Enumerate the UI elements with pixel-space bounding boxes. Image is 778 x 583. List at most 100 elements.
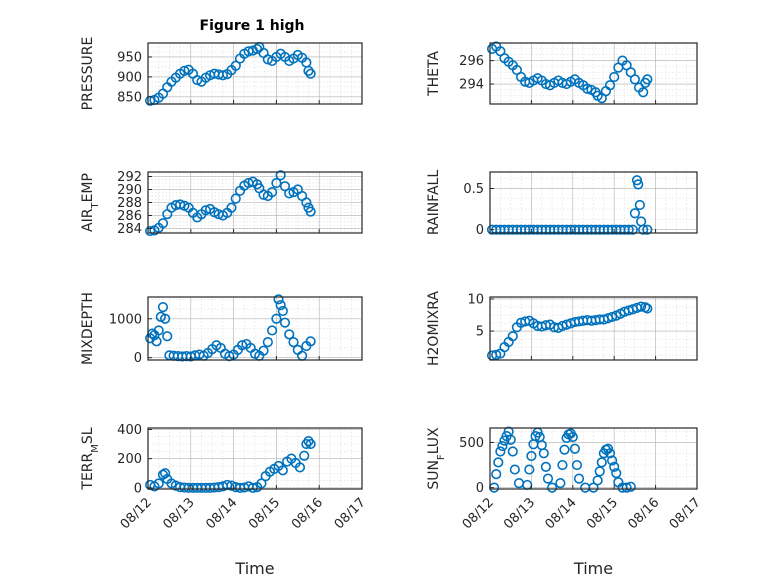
y-tick-label: 292 — [117, 170, 142, 185]
data-point — [153, 325, 164, 336]
x-tick-label: 08/15 — [584, 495, 621, 532]
data-point — [267, 325, 278, 336]
data-point — [607, 455, 618, 466]
data-point — [491, 468, 502, 480]
data-point — [592, 475, 603, 486]
data-point — [633, 179, 644, 190]
data-point — [279, 317, 291, 328]
data-point — [151, 336, 162, 347]
y-tick-label: 0 — [476, 481, 484, 496]
y-tick-label: 0.5 — [463, 182, 484, 197]
data-point — [507, 446, 518, 457]
y-tick-label: 5 — [476, 325, 484, 340]
x-tick-label: 08/15 — [246, 495, 283, 532]
data-point — [582, 83, 593, 94]
data-point — [491, 349, 502, 360]
y-tick-label: 288 — [117, 196, 142, 211]
y-tick-label: 0 — [134, 481, 142, 496]
x-tick-label: 08/17 — [332, 495, 369, 532]
data-point — [301, 197, 312, 208]
panel-sunflux: 0 500 SUNFLUX 08/12 08/13 08/14 08/15 08/16 08/1… — [426, 426, 704, 578]
x-tick-label: 08/17 — [667, 495, 704, 532]
axes-layer: 850 900 950 PRESSURE 294 296 THETA 284286288290… — [80, 37, 704, 578]
data-point — [638, 224, 649, 235]
figure-title: Figure 1 high — [200, 18, 305, 34]
data-point — [160, 313, 171, 324]
y-tick-label: 900 — [117, 70, 142, 85]
data-point — [557, 459, 568, 471]
data-point — [305, 206, 316, 217]
y-tick-label: 10 — [467, 292, 484, 307]
data-point — [305, 438, 316, 450]
data-point — [267, 187, 278, 198]
data-point — [546, 482, 558, 493]
x-tick-label: 08/14 — [203, 495, 240, 532]
data-point — [262, 337, 273, 348]
data-point — [493, 457, 504, 468]
data-point — [642, 224, 653, 235]
data-point — [258, 345, 269, 356]
data-point — [275, 300, 286, 311]
data-point — [247, 482, 258, 493]
y-axis-label: TERRMSL — [80, 427, 101, 490]
data-point — [642, 303, 653, 314]
panel-pressure: 850 900 950 PRESSURE — [80, 37, 363, 110]
y-tick-label: 296 — [459, 54, 484, 69]
data-point — [604, 448, 616, 459]
panel-mixdepth: 0 1000 MIXDEPTH — [80, 292, 363, 366]
data-point — [640, 302, 651, 313]
data-point — [217, 70, 228, 81]
data-point — [497, 440, 508, 452]
data-point — [509, 464, 520, 475]
data-point — [611, 468, 622, 479]
x-tick-label: 08/14 — [543, 495, 580, 532]
data-point — [542, 473, 554, 484]
y-tick-label: 500 — [459, 436, 484, 451]
data-point — [284, 188, 295, 199]
y-axis-label: THETA — [426, 51, 442, 97]
data-point — [629, 208, 641, 219]
data-point — [273, 294, 284, 305]
data-point — [629, 74, 641, 85]
data-point — [604, 80, 616, 91]
data-point — [153, 478, 164, 489]
data-point — [299, 450, 310, 461]
data-point — [305, 336, 316, 347]
data-point — [631, 175, 643, 186]
data-point — [279, 181, 291, 192]
y-tick-label: 290 — [117, 183, 142, 198]
y-tick-label: 850 — [117, 90, 142, 105]
axes-box — [489, 296, 698, 361]
data-point — [634, 199, 645, 211]
data-point — [555, 478, 566, 489]
y-tick-label: 294 — [459, 78, 484, 93]
data-point — [609, 461, 620, 472]
axes-box — [489, 171, 698, 234]
data-point — [226, 202, 237, 213]
data-point — [594, 466, 605, 477]
data-point — [526, 450, 537, 462]
axes-box — [147, 42, 363, 105]
x-tick-label: 08/16 — [625, 495, 662, 532]
data-point — [303, 65, 314, 77]
data-point — [305, 68, 316, 79]
data-point — [495, 446, 506, 457]
data-point — [277, 305, 288, 317]
data-point — [505, 434, 516, 445]
y-tick-label: 284 — [117, 222, 142, 237]
y-tick-label: 286 — [117, 209, 142, 224]
data-point — [160, 468, 171, 479]
data-point — [230, 193, 241, 204]
panel-h2omixra: 5 10 H2OMIXRA — [426, 291, 698, 366]
x-tick-label: 08/12 — [460, 495, 497, 532]
y-axis-label: MIXDEPTH — [80, 292, 96, 365]
data-point — [303, 436, 314, 447]
axes-box — [489, 427, 698, 490]
data-point — [627, 224, 638, 235]
data-point — [621, 482, 632, 493]
data-point — [284, 329, 295, 340]
y-tick-label: 400 — [117, 423, 142, 438]
x-tick-label: 08/13 — [161, 495, 198, 532]
data-point — [623, 224, 634, 235]
